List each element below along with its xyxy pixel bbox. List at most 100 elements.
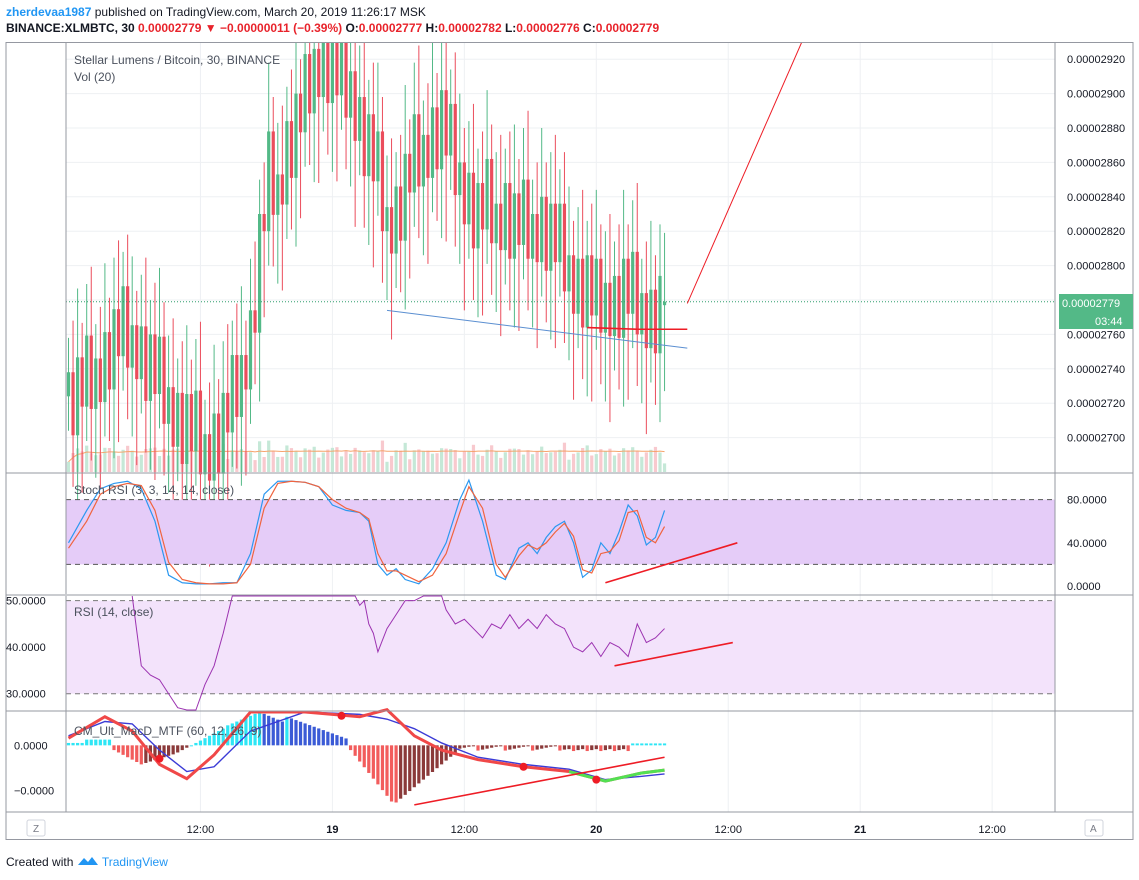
- volume-legend: Vol (20): [74, 70, 115, 84]
- candle-body: [599, 258, 603, 333]
- macd-histogram-bar: [121, 745, 125, 755]
- volume-bar: [494, 451, 498, 472]
- candle-body: [367, 114, 371, 177]
- candle-body: [612, 275, 617, 337]
- volume-bar: [248, 452, 253, 472]
- candle-body: [490, 158, 494, 244]
- candle-body: [258, 214, 262, 333]
- rsi-pane[interactable]: [66, 595, 1055, 711]
- macd-histogram-bar: [285, 716, 289, 746]
- macd-histogram-bar: [408, 745, 412, 792]
- macd-histogram-bar: [85, 739, 89, 746]
- macd-histogram-bar: [471, 745, 476, 747]
- price-pane[interactable]: [66, 42, 1055, 567]
- volume-bar: [480, 455, 485, 472]
- macd-histogram-bar: [499, 745, 503, 747]
- low-value: 0.00002776: [516, 21, 580, 35]
- candle-body: [317, 48, 321, 98]
- macd-histogram-bar: [444, 745, 448, 761]
- macd-histogram-bar: [644, 743, 648, 746]
- author-link[interactable]: zherdevaa1987: [6, 5, 92, 19]
- x-tick-label: 12:00: [978, 824, 1006, 836]
- high-label: H:: [425, 21, 439, 35]
- candle-body: [508, 183, 512, 259]
- macd-histogram-bar: [130, 745, 134, 760]
- macd-histogram-bar: [135, 745, 139, 762]
- price-annotations[interactable]: [66, 42, 1055, 349]
- x-tick-label: 20: [590, 824, 602, 836]
- candle-body: [417, 114, 421, 187]
- volume-bar: [253, 460, 257, 472]
- price-tick-label: 0.00002700: [1067, 433, 1125, 445]
- footer: Created with TradingView: [6, 854, 168, 870]
- macd-histogram-bar: [71, 742, 75, 746]
- macd-histogram-bar: [649, 743, 653, 746]
- candle-body: [130, 325, 134, 368]
- volume-bar: [612, 455, 617, 472]
- volume-bar: [549, 452, 553, 472]
- candle-body: [189, 394, 193, 452]
- candle-body: [576, 258, 580, 314]
- candle-body: [662, 301, 667, 306]
- created-with-text: Created with: [6, 855, 74, 869]
- volume-bar: [85, 445, 89, 472]
- candle-body: [535, 214, 539, 263]
- stoch-d-line: [68, 480, 666, 585]
- volume-bar: [458, 458, 462, 472]
- stoch-band: [66, 499, 1055, 565]
- volume-bar: [426, 450, 430, 472]
- candle-body: [380, 131, 385, 232]
- tradingview-brand[interactable]: TradingView: [101, 855, 168, 869]
- macd-histogram-bar: [490, 745, 494, 748]
- candle-body: [253, 310, 257, 333]
- volume-bar: [112, 452, 116, 472]
- pane-borders: [5, 42, 1134, 840]
- candle-body: [235, 355, 239, 417]
- candle-body: [85, 335, 89, 407]
- volume-bar: [412, 450, 416, 472]
- volume-bar: [444, 448, 448, 472]
- volume-bar: [130, 450, 134, 472]
- volume-bar: [594, 454, 598, 472]
- chart-header: zherdevaa1987 published on TradingView.c…: [6, 4, 1126, 36]
- tradingview-logo-icon: [77, 857, 98, 865]
- volume-bar: [285, 445, 289, 472]
- volume-bar: [121, 449, 125, 472]
- outer-frame: [5, 42, 1134, 840]
- candle-body: [394, 186, 398, 254]
- timezone-button[interactable]: Z: [26, 819, 46, 837]
- macd-histogram-bar: [298, 721, 303, 746]
- candle-body: [412, 114, 416, 193]
- projection-red: [686, 42, 803, 304]
- macd-histogram-bar: [553, 745, 557, 747]
- stoch-rsi-pane[interactable]: [66, 478, 1055, 585]
- rsi-line: [131, 595, 665, 711]
- macd-histogram-bar: [176, 745, 180, 753]
- volume-bar: [453, 450, 457, 472]
- macd-cross-dot: [337, 711, 346, 720]
- macd-histogram-bar: [89, 739, 93, 746]
- macd-pane[interactable]: [66, 707, 667, 806]
- macd-histogram-bar: [339, 736, 344, 746]
- axis-labels: 12:00 19 12:00 20 12:00 21 12:00 0.00002700 0.00…: [6, 54, 1125, 836]
- candle-body: [308, 54, 312, 114]
- auto-scale-button[interactable]: A: [1084, 819, 1104, 837]
- candle-body: [494, 203, 498, 244]
- candle-body: [585, 255, 589, 328]
- macd-histogram-bar: [517, 745, 521, 748]
- rsi-band: [66, 600, 1055, 694]
- candle-body: [362, 97, 366, 177]
- chart-canvas[interactable]: 12:00 19 12:00 20 12:00 21 12:00 0.00002700 0.00…: [0, 42, 1139, 850]
- macd-histogram-bar: [321, 730, 325, 746]
- candle-body: [480, 183, 485, 230]
- macd-histogram-bar: [162, 745, 166, 758]
- macd-histogram-bar: [626, 745, 630, 752]
- macd-histogram-bar: [139, 745, 143, 765]
- x-tick-label: 12:00: [451, 824, 479, 836]
- candle-body: [344, 42, 348, 118]
- macd-histogram-bar: [80, 742, 84, 746]
- macd-histogram-bar: [294, 720, 298, 746]
- candle-body: [198, 390, 203, 475]
- candle-body: [98, 358, 102, 403]
- volume-bar: [490, 445, 494, 472]
